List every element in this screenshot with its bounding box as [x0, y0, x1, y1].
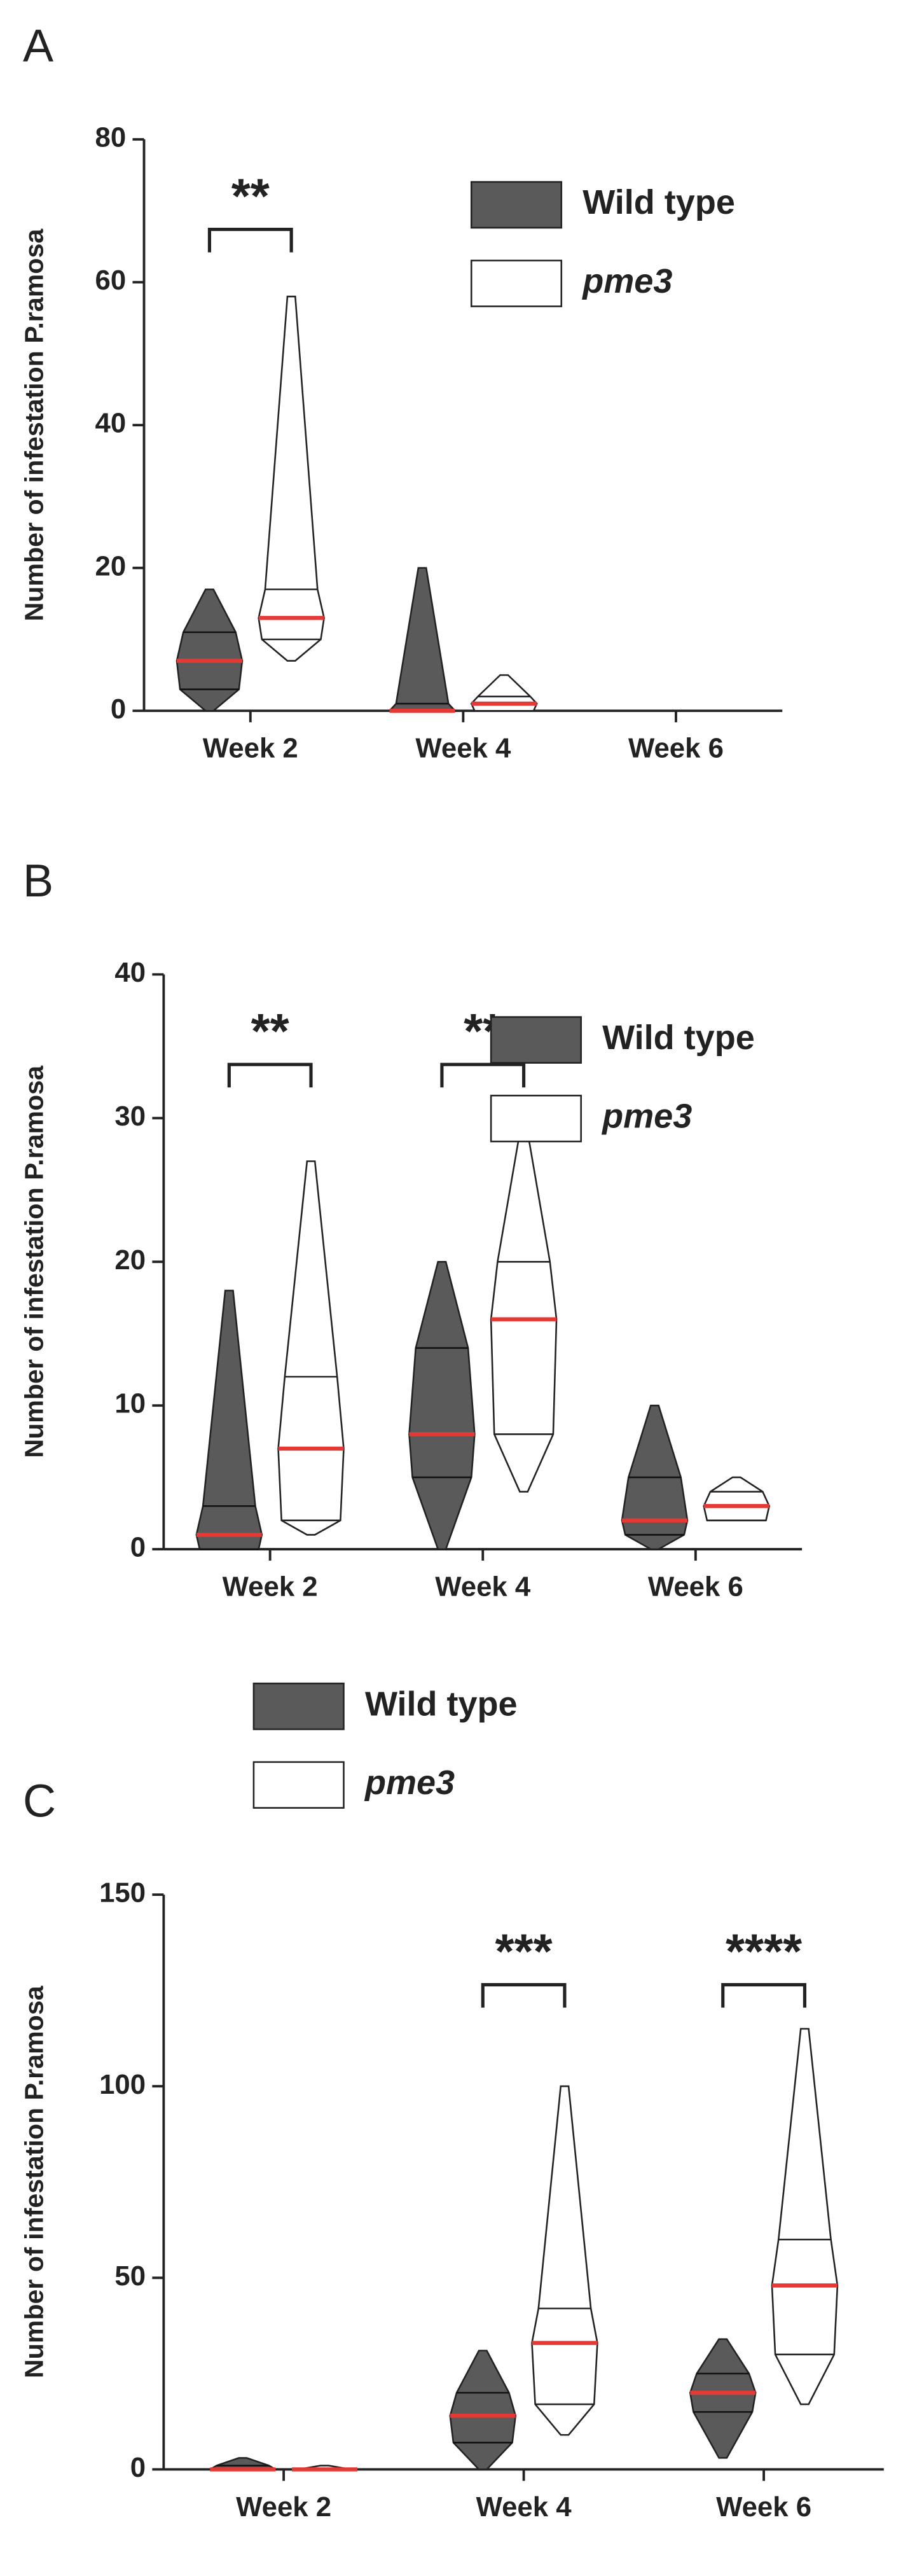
significance-bracket	[440, 1062, 526, 1088]
significance-bracket	[721, 1983, 806, 2008]
violin	[490, 1131, 558, 1493]
violin	[277, 1160, 345, 1536]
y-axis-label: Number of infestation P.ramosa	[19, 1985, 48, 2378]
significance-label: ***	[495, 1925, 553, 1979]
violin	[387, 567, 457, 712]
y-tick-label: 0	[130, 2452, 146, 2483]
legend-label: Wild type	[583, 183, 735, 221]
panel-letter: A	[23, 20, 53, 71]
legend-label: pme3	[581, 262, 672, 300]
y-tick-label: 0	[130, 1532, 146, 1563]
panel-letter: C	[23, 1776, 56, 1827]
legend-label: Wild type	[365, 1685, 518, 1723]
significance-label: ****	[726, 1925, 802, 1979]
legend-swatch	[252, 1761, 345, 1809]
y-tick-label: 40	[114, 957, 146, 988]
violin	[771, 2028, 839, 2405]
legend-swatch	[490, 1016, 582, 1064]
legend-swatch	[470, 181, 563, 229]
significance-label: **	[251, 1004, 289, 1059]
x-tick-label: Week 2	[223, 1571, 318, 1602]
y-tick-label: 30	[114, 1101, 146, 1132]
violin	[703, 1476, 771, 1522]
x-tick-label: Week 2	[203, 733, 298, 764]
x-tick-label: Week 6	[648, 1571, 743, 1602]
panel-letter: B	[23, 856, 53, 907]
x-tick-label: Week 4	[415, 733, 511, 764]
y-tick-label: 40	[95, 408, 127, 439]
y-axis-label: Number of infestation P.ramosa	[19, 228, 48, 622]
legend-label: pme3	[601, 1097, 692, 1135]
y-tick-label: 50	[114, 2260, 146, 2292]
y-tick-label: 0	[111, 693, 126, 725]
x-tick-label: Week 6	[628, 733, 724, 764]
legend-label: pme3	[364, 1764, 455, 1802]
legend-label: Wild type	[602, 1019, 755, 1057]
significance-bracket	[207, 228, 293, 253]
legend-swatch	[470, 260, 563, 307]
legend-swatch	[252, 1682, 345, 1730]
y-tick-label: 100	[99, 2069, 146, 2100]
significance-bracket	[227, 1062, 313, 1088]
violin	[408, 1261, 476, 1550]
violin	[449, 2350, 517, 2470]
x-tick-label: Week 4	[476, 2491, 572, 2523]
y-tick-label: 10	[114, 1388, 146, 1419]
violin	[258, 295, 325, 662]
violin	[689, 2338, 757, 2459]
y-tick-label: 20	[114, 1244, 146, 1276]
significance-bracket	[481, 1983, 567, 2008]
y-axis-label: Number of infestation P.ramosa	[19, 1065, 48, 1458]
x-tick-label: Week 6	[716, 2491, 811, 2523]
violin	[176, 588, 244, 712]
y-tick-label: 80	[95, 122, 127, 153]
violin	[531, 2085, 598, 2436]
x-tick-label: Week 4	[435, 1571, 531, 1602]
y-tick-label: 60	[95, 265, 127, 296]
significance-label: **	[231, 169, 270, 224]
x-tick-label: Week 2	[236, 2491, 331, 2523]
y-tick-label: 150	[99, 1877, 146, 1909]
legend-swatch	[490, 1094, 582, 1143]
y-tick-label: 20	[95, 550, 127, 581]
violin	[195, 1290, 263, 1550]
